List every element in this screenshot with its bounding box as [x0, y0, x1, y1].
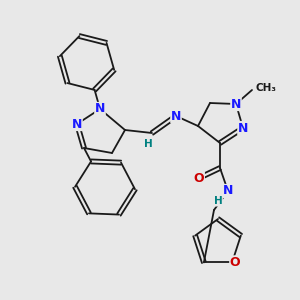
Text: H: H: [144, 139, 152, 149]
Text: N: N: [231, 98, 241, 110]
Text: H: H: [214, 196, 222, 206]
Text: O: O: [230, 256, 240, 269]
Text: N: N: [171, 110, 181, 122]
Text: N: N: [223, 184, 233, 197]
Text: O: O: [194, 172, 204, 184]
Text: N: N: [95, 103, 105, 116]
Text: CH₃: CH₃: [255, 83, 276, 93]
Text: N: N: [238, 122, 248, 134]
Text: N: N: [72, 118, 82, 130]
